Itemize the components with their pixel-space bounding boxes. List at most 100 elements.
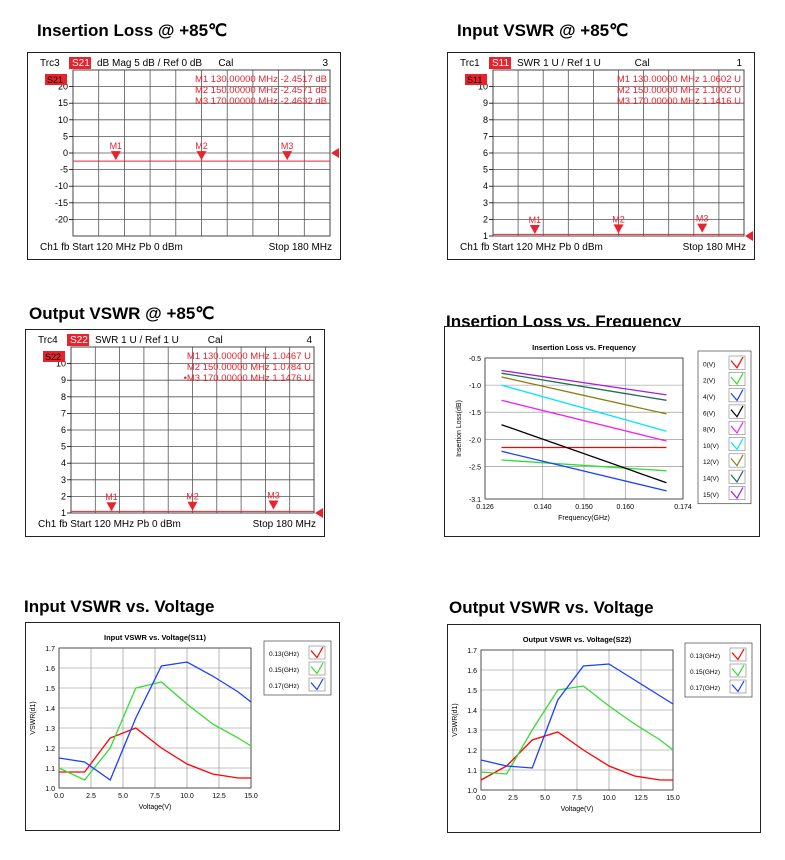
legend-swatch-box: [728, 486, 746, 500]
y-tick-label: 10: [56, 359, 66, 369]
marker-triangle: [268, 500, 279, 510]
header-param-bg: [489, 57, 511, 69]
legend-swatch-line: [731, 648, 745, 661]
marker-label: M3: [267, 491, 280, 501]
y-tick-label: -2.0: [469, 437, 481, 444]
legend-swatch-box: [308, 661, 326, 676]
section-title-output-vswr-vs-voltage: Output VSWR vs. Voltage: [449, 598, 654, 617]
legend-label: 0.15(GHz): [690, 669, 720, 676]
legend-label: 15(V): [703, 492, 719, 499]
header-cal: Cal: [218, 58, 233, 69]
chart-input-vswr-85: Trc1 S11 SWR 1 U / Ref 1 U Cal 1 10 9 8 7 6 5 4 3 2 1 S…: [460, 57, 753, 253]
param-badge: S22: [45, 352, 61, 362]
marker-readout-m1: M1 130.00000 MHz -2.4517 dB: [195, 74, 327, 85]
y-axis-label: Insertion Loss(dB): [456, 400, 463, 457]
plot-frame: [480, 649, 674, 791]
marker-triangle: [110, 151, 121, 161]
legend-swatch-box: [728, 420, 746, 435]
y-tick-label: 1.7: [467, 648, 477, 655]
legend-swatch-box: [728, 388, 746, 403]
footer-stop: Stop 180 MHz: [683, 242, 746, 253]
x-tick-label: 7.5: [150, 793, 160, 800]
header-trace: Trc1: [460, 58, 480, 69]
analyzer-panel-insertion-loss: Trc3 S21 dB Mag 5 dB / Ref 0 dB Cal 3 20 15 10 5…: [27, 52, 341, 260]
footer-start: Ch1 fb Start 120 MHz Pb 0 dBm: [38, 519, 181, 530]
y-tick-label: -5: [60, 165, 68, 175]
header-cal: Cal: [635, 58, 650, 69]
legend-swatch-line: [730, 356, 744, 369]
legend-label: 6(V): [703, 410, 715, 417]
section-title-input-vswr-vs-voltage: Input VSWR vs. Voltage: [24, 597, 215, 616]
marker-readout-m2: M2 150.00000 MHz -2.4571 dB: [195, 85, 327, 96]
x-tick-label: 5.0: [118, 793, 128, 800]
legend-swatch-line: [730, 470, 744, 483]
param-badge: S11: [467, 75, 482, 85]
legend-label: 14(V): [703, 476, 719, 483]
chart-title: Insertion Loss vs. Frequency: [532, 343, 637, 352]
legend-label: 8(V): [703, 427, 715, 434]
header-settings: dB Mag 5 dB / Ref 0 dB: [97, 58, 202, 69]
legend-swatch-line: [310, 662, 324, 675]
legend-label: 4(V): [703, 394, 715, 401]
y-tick-label: 1: [483, 231, 488, 241]
y-tick-label: 1.7: [45, 646, 55, 653]
header-number: 1: [736, 58, 742, 69]
x-tick-label: 2.5: [86, 793, 96, 800]
legend-label: 2(V): [703, 378, 715, 385]
legend-label: 0.15(GHz): [269, 667, 299, 674]
legend-swatch-line: [310, 678, 324, 691]
y-tick-label: 2: [483, 214, 488, 224]
chart-insertion-loss-85: Trc3 S21 dB Mag 5 dB / Ref 0 dB Cal 3 20 15 10 5…: [40, 57, 339, 253]
marker-label: M2: [186, 492, 199, 502]
y-tick-label: 15: [58, 98, 68, 108]
marker-triangle: [187, 501, 198, 511]
marker-triangle: [282, 151, 293, 161]
header-param: S11: [492, 58, 509, 69]
y-tick-label: 4: [61, 458, 66, 468]
y-tick-label: 5: [63, 131, 68, 141]
header-number: 3: [322, 58, 328, 69]
chart-output-vswr-85: Trc4 S22 SWR 1 U / Ref 1 U Cal 4 10 9 8 7 6 5 4 3 2 1 S…: [38, 334, 323, 530]
x-tick-label: 12.5: [634, 795, 648, 802]
param-badge-bg: [43, 351, 65, 362]
legend-swatch-line: [730, 421, 744, 435]
header-number: 4: [306, 335, 312, 346]
marker-label: M1: [110, 141, 123, 151]
legend-swatch-line: [730, 454, 744, 467]
y-tick-label: -0.5: [469, 356, 481, 363]
legend-label: 0.17(GHz): [690, 685, 720, 692]
y-tick-label: 1.4: [467, 708, 477, 715]
header-cal: Cal: [208, 335, 223, 346]
analyzer-panel-output-vswr: Trc4 S22 SWR 1 U / Ref 1 U Cal 4 10 9 8 7 6 5 4 3 2 1 S…: [25, 329, 325, 537]
series-line-15v: [501, 369, 667, 396]
y-tick-label: -2.5: [469, 464, 481, 471]
legend-swatch-line: [731, 680, 745, 693]
y-tick-label: 20: [58, 82, 68, 92]
chart-output-vswr-vs-voltage: Output VSWR vs. Voltage(S22) 0.0 2.5 5.0 7.5…: [452, 635, 753, 813]
legend-swatch-box: [308, 645, 326, 660]
marker-triangle: [697, 223, 708, 233]
y-axis-label: VSWR(d1): [452, 703, 459, 736]
legend-swatch-box: [728, 437, 746, 452]
param-badge-bg: [465, 74, 487, 85]
y-axis-label: VSWR(d1): [30, 701, 37, 734]
legend-swatch-box: [728, 355, 746, 370]
x-axis-label: Voltage(V): [561, 806, 594, 813]
legend-label: 0(V): [703, 361, 715, 368]
x-tick-label: 10.0: [602, 795, 616, 802]
header-param: S21: [72, 58, 90, 69]
y-tick-label: 1.4: [45, 706, 55, 713]
marker-label: M1: [529, 215, 542, 225]
section-title-input-vswr-85: Input VSWR @ +85℃: [457, 21, 629, 40]
y-tick-label: 5: [61, 442, 66, 452]
y-tick-label: 3: [61, 475, 66, 485]
header-param: S22: [70, 335, 88, 346]
legend-swatch-box: [728, 372, 746, 386]
marker-readout-m1: M1 130.00000 MHz 1.0602 U: [617, 74, 741, 85]
y-tick-label: 1.6: [467, 668, 477, 675]
marker-readout-m2: M2 150.00000 MHz 1.1002 U: [617, 85, 741, 96]
y-tick-label: -1.0: [469, 383, 481, 390]
legend-swatch-box: [728, 469, 746, 484]
marker-readout-m1: M1 130.00000 MHz 1.0467 U: [187, 351, 311, 362]
series-line-0.13ghz: [480, 731, 673, 781]
